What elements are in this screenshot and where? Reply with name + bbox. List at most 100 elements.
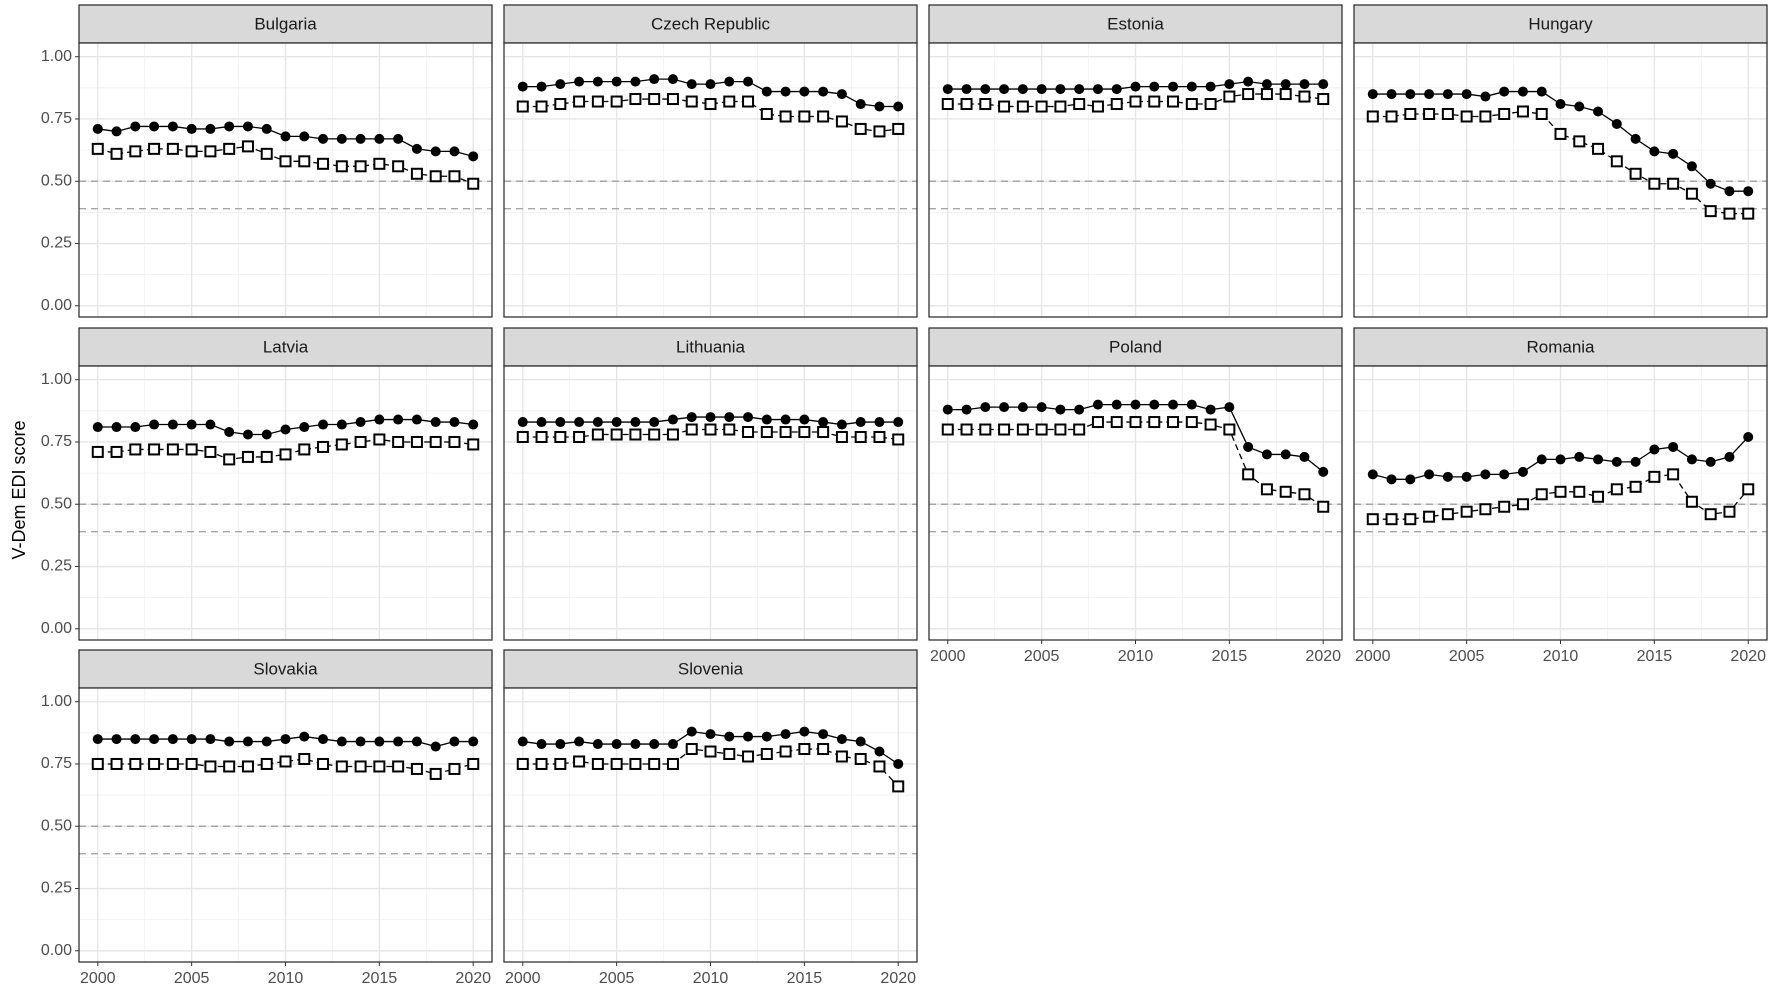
marker: [111, 734, 122, 745]
marker: [1405, 89, 1416, 100]
y-tick-label: 0.25: [41, 235, 72, 252]
marker: [1367, 469, 1378, 480]
marker: [242, 429, 253, 440]
marker: [354, 760, 367, 773]
marker: [630, 76, 641, 87]
y-tick-label: 0.00: [41, 297, 72, 314]
series-line: [1372, 110, 1749, 215]
marker: [224, 736, 235, 747]
y-tick-label: 1.00: [41, 48, 72, 65]
marker: [1704, 205, 1717, 218]
marker: [667, 739, 678, 750]
marker: [223, 453, 236, 466]
marker: [1185, 98, 1198, 111]
marker: [261, 736, 272, 747]
marker: [1667, 177, 1680, 190]
marker: [318, 133, 329, 144]
panel-title: Latvia: [263, 337, 309, 356]
marker: [666, 93, 679, 106]
marker: [649, 417, 660, 428]
marker: [261, 123, 272, 134]
marker: [536, 417, 547, 428]
marker: [893, 101, 904, 112]
marker: [1404, 107, 1417, 120]
marker: [1611, 456, 1622, 467]
marker: [129, 443, 142, 456]
marker: [411, 736, 422, 747]
marker: [1054, 423, 1067, 436]
marker: [517, 417, 528, 428]
marker: [1318, 466, 1329, 477]
marker: [761, 414, 772, 425]
marker: [554, 430, 567, 443]
strip: [503, 649, 918, 689]
marker: [241, 140, 254, 153]
marker: [610, 757, 623, 770]
marker: [1299, 79, 1310, 90]
x-tick-label: 2015: [1212, 648, 1248, 665]
marker: [393, 133, 404, 144]
marker: [855, 417, 866, 428]
marker: [130, 121, 141, 132]
marker: [1686, 454, 1697, 465]
y-tick-label: 0.75: [41, 110, 72, 127]
marker: [167, 419, 178, 430]
marker: [686, 726, 697, 737]
marker: [1111, 399, 1122, 410]
marker: [1224, 79, 1235, 90]
plot-border: [1353, 42, 1768, 318]
marker: [1054, 100, 1067, 113]
marker: [554, 98, 567, 111]
marker: [1168, 399, 1179, 410]
x-tick-label: 2005: [174, 970, 210, 987]
marker: [555, 417, 566, 428]
marker: [517, 81, 528, 92]
marker: [1148, 95, 1161, 108]
panel-title: Poland: [1109, 337, 1162, 356]
marker: [799, 86, 810, 97]
plot-border: [78, 687, 493, 963]
marker: [1574, 101, 1585, 112]
marker: [1705, 456, 1716, 467]
marker: [204, 145, 217, 158]
marker: [373, 760, 386, 773]
marker: [1743, 431, 1754, 442]
marker: [374, 736, 385, 747]
marker: [1279, 485, 1292, 498]
marker: [1299, 451, 1310, 462]
strip: [1353, 4, 1768, 44]
marker: [242, 736, 253, 747]
marker: [630, 417, 641, 428]
marker: [685, 743, 698, 756]
marker: [516, 757, 529, 770]
marker: [535, 757, 548, 770]
marker: [130, 422, 141, 433]
marker: [1036, 84, 1047, 95]
x-tick-label: 2010: [1543, 648, 1579, 665]
marker: [536, 739, 547, 750]
marker: [761, 86, 772, 97]
marker: [1516, 498, 1529, 511]
marker: [760, 426, 773, 439]
panel-title: Slovakia: [253, 659, 318, 678]
marker: [167, 121, 178, 132]
marker: [1386, 89, 1397, 100]
marker: [373, 157, 386, 170]
marker: [185, 145, 198, 158]
marker: [893, 417, 904, 428]
series-line: [97, 438, 474, 461]
marker: [705, 729, 716, 740]
y-tick-label: 0.75: [41, 755, 72, 772]
x-tick-label: 2015: [362, 970, 398, 987]
plot-border: [503, 365, 918, 641]
marker: [393, 414, 404, 425]
marker: [205, 123, 216, 134]
marker: [373, 433, 386, 446]
marker: [167, 734, 178, 745]
marker: [1498, 107, 1511, 120]
marker: [1092, 399, 1103, 410]
strip: [1353, 327, 1768, 367]
marker: [1016, 100, 1029, 113]
y-tick-label: 0.75: [41, 433, 72, 450]
marker: [411, 143, 422, 154]
